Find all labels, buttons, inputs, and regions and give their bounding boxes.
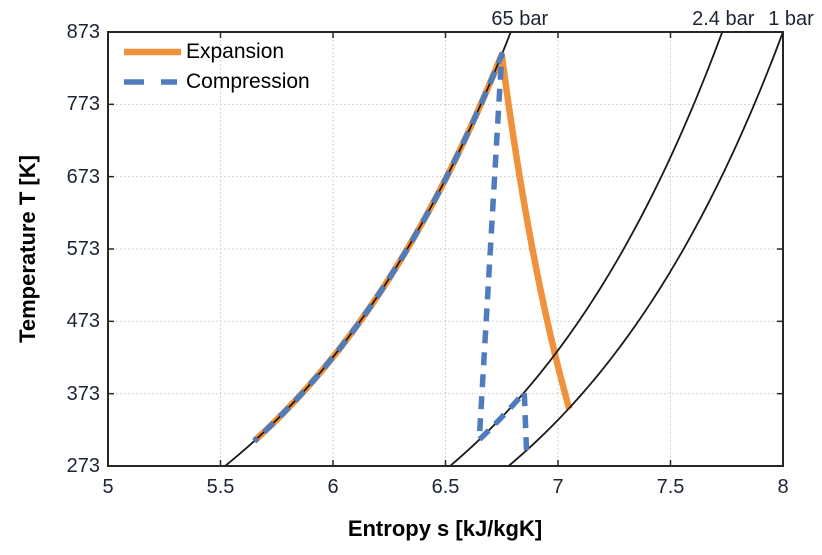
- x-axis-title: Entropy s [kJ/kgK]: [347, 516, 543, 541]
- y-tick-label-873: 873: [66, 21, 100, 43]
- x-tick-label-7: 7: [552, 476, 564, 498]
- y-tick-label-673: 673: [66, 165, 100, 188]
- y-tick-label-773: 773: [66, 93, 100, 116]
- y-tick-label-373: 373: [66, 382, 100, 405]
- legend-label-compression: Compression: [186, 70, 310, 93]
- x-tick-label-7.5: 7.5: [656, 476, 685, 498]
- isobar-label-65bar: 65 bar: [491, 8, 549, 30]
- isobar-label-1bar: 1 bar: [768, 8, 814, 30]
- x-tick-label-5.5: 5.5: [206, 476, 235, 498]
- isobar-line-65bar: [224, 31, 512, 467]
- isobar-label-2.4bar: 2.4 bar: [692, 8, 755, 30]
- x-tick-label-6: 6: [327, 476, 339, 498]
- compression-line: [252, 51, 530, 451]
- y-tick-label-273: 273: [66, 455, 100, 477]
- isobar-line-1bar: [507, 31, 784, 467]
- x-tick-label-8: 8: [777, 476, 789, 498]
- x-tick-label-6.5: 6.5: [431, 476, 460, 498]
- y-tick-label-473: 473: [66, 310, 100, 333]
- expansion-line: [252, 51, 573, 444]
- y-tick-label-573: 573: [66, 238, 100, 260]
- x-tick-label-5: 5: [102, 476, 114, 498]
- legend-label-expansion: Expansion: [186, 40, 285, 63]
